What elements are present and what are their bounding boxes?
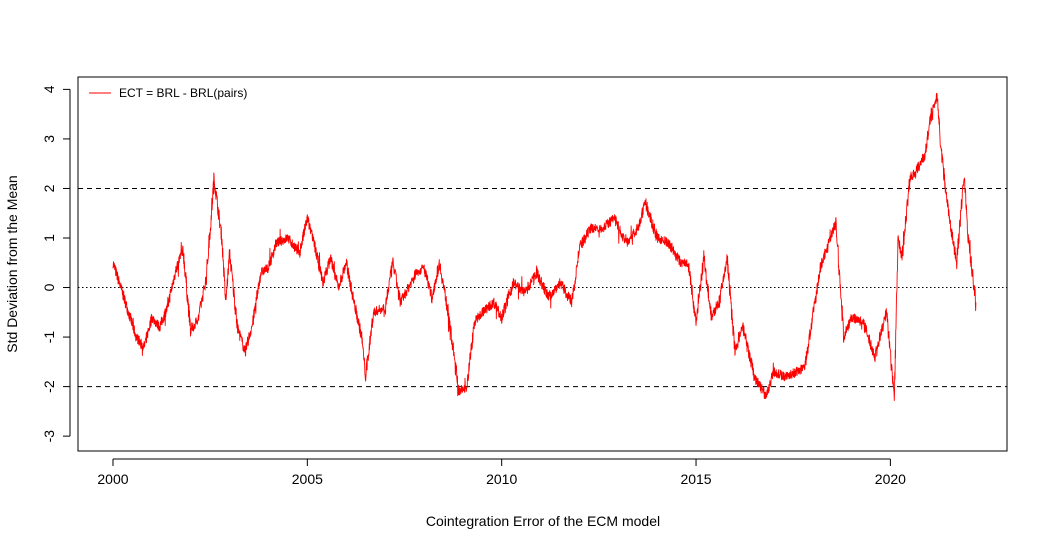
series-layer (112, 92, 977, 401)
x-tick-label: 2020 (875, 471, 906, 487)
y-tick-label: 2 (41, 184, 57, 192)
x-tick-label: 2015 (680, 471, 711, 487)
x-tick-label: 2000 (97, 471, 128, 487)
plot-frame (77, 76, 1008, 452)
y-tick-label: -1 (41, 331, 57, 344)
y-axis-title: Std Deviation from the Mean (4, 175, 20, 352)
y-tick-label: 4 (41, 85, 57, 93)
series-line-0 (112, 92, 977, 401)
y-tick-label: -3 (41, 430, 57, 443)
y-tick-label: 0 (41, 283, 57, 291)
legend: ECT = BRL - BRL(pairs) (89, 86, 247, 100)
y-tick-label: -2 (41, 380, 57, 393)
y-tick-label: 3 (41, 135, 57, 143)
x-tick-label: 2005 (292, 471, 323, 487)
y-axis: -3 -2 -1 0 1 2 3 4 (41, 85, 71, 443)
x-axis: 2000 2005 2010 2015 2020 (97, 458, 906, 487)
x-tick-label: 2010 (486, 471, 517, 487)
y-tick-label: 1 (41, 234, 57, 242)
x-axis-title: Cointegration Error of the ECM model (426, 513, 660, 529)
legend-label: ECT = BRL - BRL(pairs) (119, 86, 247, 100)
